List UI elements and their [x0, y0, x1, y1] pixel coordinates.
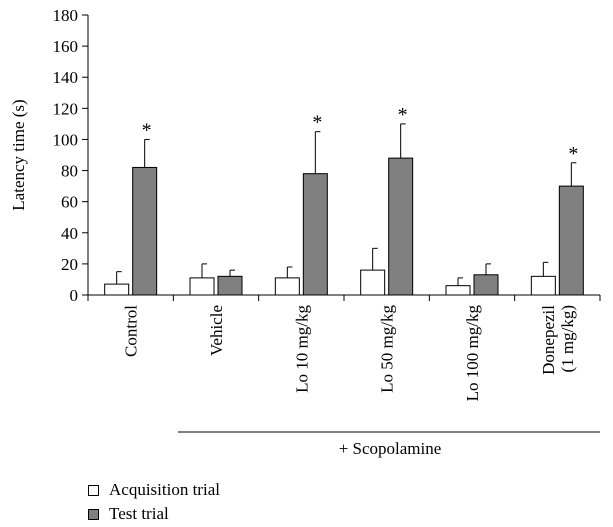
y-axis-title: Latency time (s) — [9, 99, 28, 210]
significance-star: * — [398, 104, 408, 126]
category-label: Vehicle — [207, 305, 226, 356]
bar-acquisition — [189, 277, 215, 296]
legend-label-test: Test trial — [109, 504, 169, 523]
y-tick-label: 160 — [53, 37, 79, 56]
y-tick-label: 140 — [53, 68, 79, 87]
category-label: Lo 100 mg/kg — [463, 305, 482, 402]
y-tick-label: 60 — [61, 193, 78, 212]
y-tick-label: 0 — [70, 286, 79, 305]
bar-test — [132, 166, 158, 296]
bar-test — [558, 185, 584, 296]
category-label: Donepezil — [539, 305, 558, 375]
category-label: Lo 50 mg/kg — [378, 305, 397, 393]
significance-markers: * * * * — [142, 104, 579, 165]
bar-test — [388, 157, 414, 296]
legend-label-acquisition: Acquisition trial — [109, 480, 220, 499]
bars — [104, 157, 584, 296]
bar-acquisition — [274, 277, 300, 296]
bar-acquisition — [445, 285, 471, 296]
y-tick-label: 40 — [61, 224, 78, 243]
x-axis — [87, 294, 601, 301]
category-labels: Control Vehicle Lo 10 mg/kg Lo 50 mg/kg Lo 1… — [122, 305, 577, 402]
y-tick-label: 20 — [61, 255, 78, 274]
error-bars — [116, 123, 577, 286]
category-label: Control — [122, 305, 141, 357]
significance-star: * — [568, 143, 578, 165]
legend: Acquisition trial Test trial — [88, 478, 220, 526]
y-tick-label: 80 — [61, 162, 78, 181]
category-label: (1 mg/kg) — [558, 305, 577, 373]
significance-star: * — [312, 112, 322, 134]
legend-item-test: Test trial — [88, 502, 220, 526]
bar-acquisition — [104, 283, 130, 296]
scopolamine-group-label: + Scopolamine — [339, 439, 442, 458]
y-axis: 0 20 40 60 80 100 120 140 160 180 — [53, 6, 89, 305]
bar-acquisition — [360, 269, 386, 296]
legend-item-acquisition: Acquisition trial — [88, 478, 220, 502]
y-tick-label: 120 — [53, 99, 79, 118]
legend-swatch-acquisition — [88, 484, 99, 496]
bar-test — [302, 173, 328, 296]
y-tick-label: 180 — [53, 6, 79, 25]
significance-star: * — [142, 119, 152, 141]
bar-test — [217, 275, 243, 296]
y-tick-label: 100 — [53, 130, 79, 149]
bar-test — [473, 274, 499, 296]
category-label: Lo 10 mg/kg — [292, 305, 311, 393]
legend-swatch-test — [88, 508, 99, 520]
bar-acquisition — [530, 275, 556, 296]
